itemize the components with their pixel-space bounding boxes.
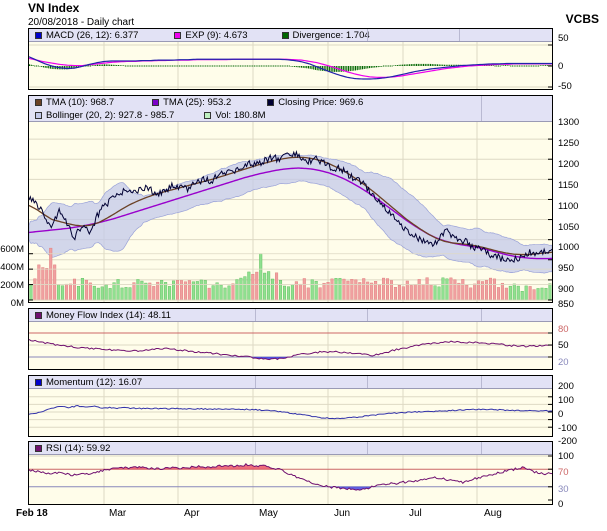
x-axis-label-aug: Aug — [484, 508, 502, 519]
mfi-ytick-50: 50 — [558, 340, 569, 351]
legend-item-tma25[interactable]: TMA (25): 953.2 — [146, 96, 231, 109]
mfi-ytick-20: 20 — [558, 357, 569, 368]
legend-item-volume[interactable]: Vol: 180.8M — [198, 109, 266, 121]
momentum-ytick-0: 0 — [558, 409, 564, 420]
rsi-legend: RSI (14): 59.92 — [29, 442, 552, 455]
price-ytick-1100: 1100 — [558, 201, 579, 212]
legend-label-exp: EXP (9): 4.673 — [185, 29, 248, 41]
chart-subtitle: 20/08/2018 - Daily chart — [28, 17, 135, 28]
volume-ytick-600m: 600M — [0, 244, 24, 255]
legend-label-momentum: Momentum (12): 16.07 — [46, 376, 143, 388]
price-ytick-850: 850 — [558, 299, 574, 310]
bollinger-color-swatch — [35, 112, 42, 119]
price-plot — [28, 95, 553, 303]
volume-ytick-200m: 200M — [0, 280, 24, 291]
rsi-ytick-30: 30 — [558, 484, 569, 495]
price-panel: TMA (10): 968.7 TMA (25): 953.2 Closing … — [28, 95, 553, 303]
page-title: VN Index — [28, 1, 80, 15]
mfi-color-swatch — [35, 311, 42, 319]
divergence-color-swatch — [281, 31, 289, 39]
legend-item-closing-price[interactable]: Closing Price: 969.6 — [261, 96, 363, 109]
tma10-color-swatch — [35, 99, 42, 106]
momentum-color-swatch — [35, 378, 42, 386]
rsi-ytick-70: 70 — [558, 467, 569, 478]
legend-label-closing-price: Closing Price: 969.6 — [278, 97, 364, 108]
legend-label-bollinger: Bollinger (20, 2): 927.8 - 985.7 — [46, 110, 175, 121]
rsi-ytick-0: 0 — [558, 499, 564, 510]
closing-price-color-swatch — [267, 99, 275, 106]
legend-label-rsi: RSI (14): 59.92 — [46, 442, 111, 454]
volume-ytick-400m: 400M — [0, 262, 24, 273]
legend-item-divergence[interactable]: Divergence: 1.704 — [276, 29, 370, 41]
x-axis-label-jun: Jun — [334, 508, 351, 519]
legend-item-exp[interactable]: EXP (9): 4.673 — [168, 29, 248, 41]
legend-item-bollinger[interactable]: Bollinger (20, 2): 927.8 - 985.7 — [29, 109, 175, 121]
legend-label-macd: MACD (26, 12): 6.377 — [46, 29, 139, 41]
rsi-panel: RSI (14): 59.92 — [28, 441, 553, 505]
momentum-ytick-100: 100 — [558, 395, 574, 406]
macd-legend: MACD (26, 12): 6.377 EXP (9): 4.673 Dive… — [29, 29, 552, 42]
price-legend: TMA (10): 968.7 TMA (25): 953.2 Closing … — [29, 96, 552, 122]
legend-item-momentum[interactable]: Momentum (12): 16.07 — [29, 376, 143, 388]
legend-item-mfi[interactable]: Money Flow Index (14): 48.11 — [29, 309, 171, 321]
price-ytick-1200: 1200 — [558, 159, 580, 170]
macd-color-swatch — [35, 31, 42, 39]
legend-item-macd[interactable]: MACD (26, 12): 6.377 — [29, 29, 139, 41]
legend-item-rsi[interactable]: RSI (14): 59.92 — [29, 442, 111, 454]
x-axis-label-may: May — [259, 508, 278, 519]
legend-item-tma10[interactable]: TMA (10): 968.7 — [29, 96, 114, 109]
legend-label-tma25: TMA (25): 953.2 — [163, 97, 232, 108]
price-ytick-1300: 1300 — [558, 117, 580, 128]
momentum-ytick-200: 200 — [558, 381, 574, 392]
macd-ytick-neg50: -50 — [558, 81, 572, 92]
volume-color-swatch — [204, 112, 212, 119]
momentum-panel: Momentum (12): 16.07 — [28, 375, 553, 437]
mfi-panel: Money Flow Index (14): 48.11 — [28, 308, 553, 370]
legend-label-volume: Vol: 180.8M — [215, 110, 266, 121]
x-axis-label-feb-18: Feb 18 — [16, 508, 48, 519]
macd-ytick-0: 0 — [558, 61, 564, 72]
price-ytick-900: 900 — [558, 284, 574, 295]
legend-label-tma10: TMA (10): 968.7 — [46, 97, 115, 108]
price-ytick-1250: 1250 — [558, 138, 580, 149]
x-axis: Feb 18 Mar Apr May Jun Jul Aug — [16, 505, 553, 527]
mfi-legend: Money Flow Index (14): 48.11 — [29, 309, 552, 322]
legend-label-divergence: Divergence: 1.704 — [292, 29, 370, 41]
momentum-ytick-neg100: -100 — [558, 423, 578, 434]
price-ytick-1050: 1050 — [558, 222, 580, 233]
price-ytick-1150: 1150 — [558, 180, 579, 191]
volume-ytick-0m: 0M — [10, 298, 24, 309]
x-axis-label-jul: Jul — [409, 508, 422, 519]
price-ytick-1000: 1000 — [558, 242, 580, 253]
macd-panel: MACD (26, 12): 6.377 EXP (9): 4.673 Dive… — [28, 28, 553, 90]
rsi-ytick-100: 100 — [558, 451, 574, 462]
momentum-legend: Momentum (12): 16.07 — [29, 376, 552, 389]
x-axis-label-apr: Apr — [184, 508, 200, 519]
mfi-ytick-80: 80 — [558, 324, 569, 335]
x-axis-label-mar: Mar — [109, 508, 127, 519]
tma25-color-swatch — [152, 99, 160, 106]
brand-label: VCBS — [565, 12, 599, 26]
price-ytick-950: 950 — [558, 263, 574, 274]
legend-label-mfi: Money Flow Index (14): 48.11 — [46, 309, 171, 321]
macd-ytick-50: 50 — [558, 33, 569, 44]
momentum-ytick-neg200: -200 — [558, 436, 578, 447]
rsi-color-swatch — [35, 444, 42, 452]
exp-color-swatch — [174, 31, 182, 39]
